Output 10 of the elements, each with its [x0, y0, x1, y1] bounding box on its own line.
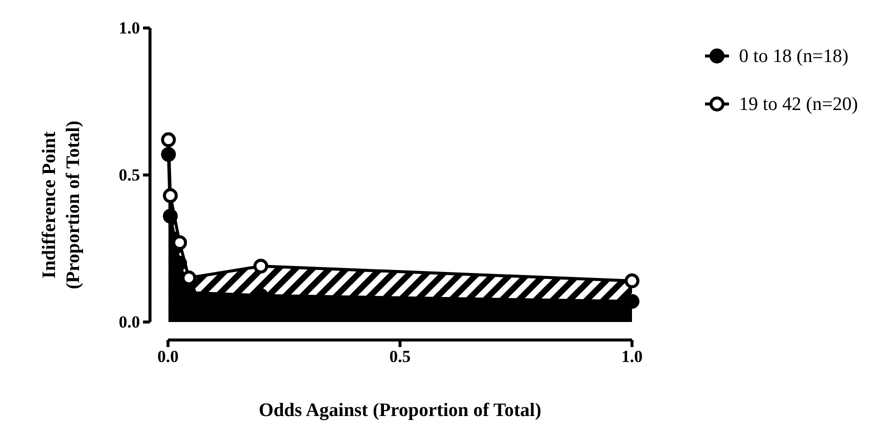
x-tick-label: 0.5: [389, 347, 411, 366]
legend-label: 0 to 18 (n=18): [739, 46, 848, 67]
y-tick-label: 0.5: [118, 165, 140, 184]
x-tick-label: 1.0: [621, 347, 643, 366]
y-tick-label: 0.0: [118, 312, 140, 332]
x-axis-title: Odds Against (Proportion of Total): [258, 400, 542, 421]
y-tick-label: 1.0: [118, 18, 140, 38]
y-axis-title: Indifference Point (Proportion of Total): [39, 120, 84, 290]
legend-label: 19 to 42 (n=20): [739, 94, 858, 115]
x-tick-label: 0.0: [157, 347, 179, 366]
